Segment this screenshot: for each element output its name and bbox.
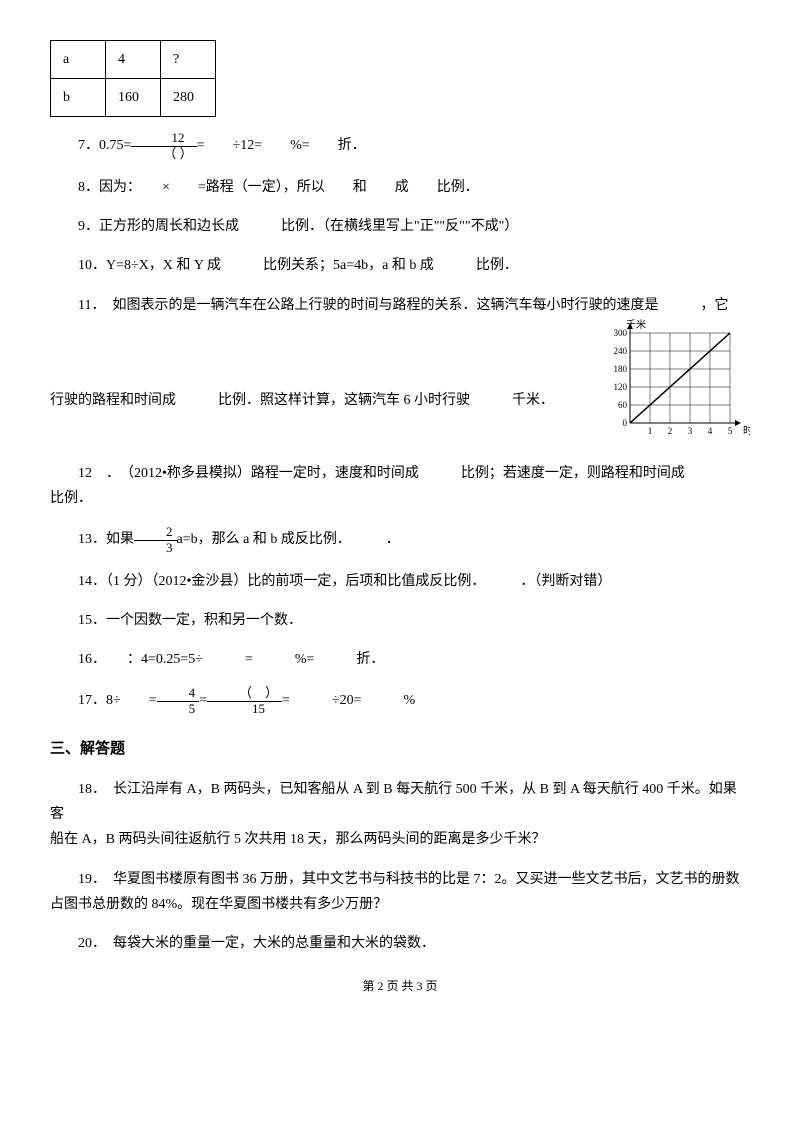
question-18: 18． 长江沿岸有 A，B 两码头，已知客船从 A 到 B 每天航行 500 千…: [50, 777, 750, 853]
ytick: 60: [618, 400, 628, 410]
q-text: ．如果: [92, 532, 134, 547]
q-text: ．因为： × =路程（一定），所以 和 成 比例．: [85, 180, 479, 195]
xtick: 3: [688, 426, 693, 436]
x-axis-label: 时: [743, 425, 750, 437]
q-text: ． 长江沿岸有 A，B 两码头，已知客船从 A 到 B 每天航行 500 千米，…: [50, 782, 737, 822]
q-num: 12: [78, 466, 92, 481]
q-num: 7: [78, 138, 85, 153]
question-11: 11． 如图表示的是一辆汽车在公路上行驶的时间与路程的关系．这辆汽车每小时行驶的…: [50, 293, 750, 447]
table-cell: 4: [106, 41, 161, 79]
table-cell: 280: [161, 79, 216, 117]
xtick: 4: [708, 426, 713, 436]
table-cell: b: [51, 79, 106, 117]
ytick: 120: [614, 382, 628, 392]
y-axis-label: 千米: [626, 318, 646, 331]
origin: 0: [623, 418, 628, 428]
q-num: 15: [78, 613, 92, 628]
q-text: ． 华夏图书楼原有图书 36 万册，其中文艺书与科技书的比是 7：2。又买进一些…: [92, 872, 740, 887]
page-footer: 第 2 页 共 3 页: [50, 976, 750, 998]
q-text: ．（1 分）（2012•金沙县）比的前项一定，后项和比值成反比例． ．（判断对错…: [92, 574, 611, 589]
xtick: 5: [728, 426, 733, 436]
q-text: ． 如图表示的是一辆汽车在公路上行驶的时间与路程的关系．这辆汽车每小时行驶的速度…: [91, 298, 728, 313]
numerator: 2: [134, 525, 177, 540]
q-text: ．Y=8÷X，X 和 Y 成 比例关系；5a=4b，a 和 b 成 比例．: [92, 258, 518, 273]
q-text: ．8÷ =: [92, 693, 157, 708]
q-text: 船在 A，B 两码头间往返航行 5 次共用 18 天，那么两码头间的距离是多少千…: [50, 832, 545, 847]
ytick: 300: [614, 328, 628, 338]
numerator: （ ）: [207, 686, 282, 701]
xtick: 2: [668, 426, 673, 436]
ytick: 240: [614, 346, 628, 356]
denominator: （ ）: [131, 147, 196, 161]
table-row: b 160 280: [51, 79, 216, 117]
fraction: 23: [134, 525, 177, 555]
table-cell: ?: [161, 41, 216, 79]
numerator: 12: [131, 131, 196, 146]
q-text: = ÷20= %: [282, 693, 415, 708]
ytick: 180: [614, 364, 628, 374]
question-15: 15．一个因数一定，积和另一个数．: [50, 608, 750, 633]
line-chart: 千米 300: [600, 318, 750, 438]
q-text: ． （2012•称多县模拟）路程一定时，速度和时间成 比例；若速度一定，则路程和…: [92, 466, 685, 481]
question-20: 20． 每袋大米的重量一定，大米的总重量和大米的袋数．: [50, 931, 750, 956]
denominator: 3: [134, 541, 177, 555]
q-text: 比例．: [50, 491, 92, 506]
xtick: 1: [648, 426, 653, 436]
q-num: 9: [78, 219, 85, 234]
q-num: 10: [78, 258, 92, 273]
q-num: 18: [78, 782, 92, 797]
q-text: ．0.75=: [85, 138, 131, 153]
table-cell: a: [51, 41, 106, 79]
table-cell: 160: [106, 79, 161, 117]
question-12: 12 ． （2012•称多县模拟）路程一定时，速度和时间成 比例；若速度一定，则…: [50, 461, 750, 511]
question-17: 17．8÷ =45=（ ）15= ÷20= %: [50, 686, 750, 716]
q-text: a=b，那么 a 和 b 成反比例． ．: [177, 532, 400, 547]
question-19: 19． 华夏图书楼原有图书 36 万册，其中文艺书与科技书的比是 7：2。又买进…: [50, 867, 750, 917]
q-text: 行驶的路程和时间成 比例．照这样计算，这辆汽车 6 小时行驶 千米．: [50, 393, 554, 408]
q-num: 17: [78, 693, 92, 708]
q-num: 11: [78, 298, 91, 313]
denominator: 15: [207, 702, 282, 716]
q-text: = ÷12= %= 折．: [197, 138, 366, 153]
question-16: 16． ：4=0.25=5÷ = %= 折．: [50, 647, 750, 672]
q-text: ． ：4=0.25=5÷ = %= 折．: [92, 652, 384, 667]
data-table: a 4 ? b 160 280: [50, 40, 216, 117]
q-num: 14: [78, 574, 92, 589]
q-text: 占图书总册数的 84%。现在华夏图书楼共有多少万册？: [50, 897, 387, 912]
q-num: 20: [78, 936, 92, 951]
q-num: 16: [78, 652, 92, 667]
q-num: 8: [78, 180, 85, 195]
q-text: ．正方形的周长和边长成 比例．（在横线里写上"正""反""不成"）: [85, 219, 518, 234]
q-num: 19: [78, 872, 92, 887]
section-heading: 三、解答题: [50, 736, 750, 763]
question-7: 7．0.75=12（ ）= ÷12= %= 折．: [50, 131, 750, 161]
x-arrow: [735, 420, 741, 426]
chart-container: 千米 300: [600, 318, 750, 447]
fraction: （ ）15: [207, 686, 282, 716]
q-text: =: [199, 693, 207, 708]
q-text: ． 每袋大米的重量一定，大米的总重量和大米的袋数．: [92, 936, 435, 951]
data-line: [630, 333, 730, 423]
question-9: 9．正方形的周长和边长成 比例．（在横线里写上"正""反""不成"）: [50, 214, 750, 239]
q-text: ．一个因数一定，积和另一个数．: [92, 613, 302, 628]
question-13: 13．如果23a=b，那么 a 和 b 成反比例． ．: [50, 525, 750, 555]
q-num: 13: [78, 532, 92, 547]
question-14: 14．（1 分）（2012•金沙县）比的前项一定，后项和比值成反比例． ．（判断…: [50, 569, 750, 594]
table-row: a 4 ?: [51, 41, 216, 79]
fraction: 45: [157, 686, 200, 716]
fraction: 12（ ）: [131, 131, 196, 161]
numerator: 4: [157, 686, 200, 701]
denominator: 5: [157, 702, 200, 716]
question-8: 8．因为： × =路程（一定），所以 和 成 比例．: [50, 175, 750, 200]
question-10: 10．Y=8÷X，X 和 Y 成 比例关系；5a=4b，a 和 b 成 比例．: [50, 253, 750, 278]
